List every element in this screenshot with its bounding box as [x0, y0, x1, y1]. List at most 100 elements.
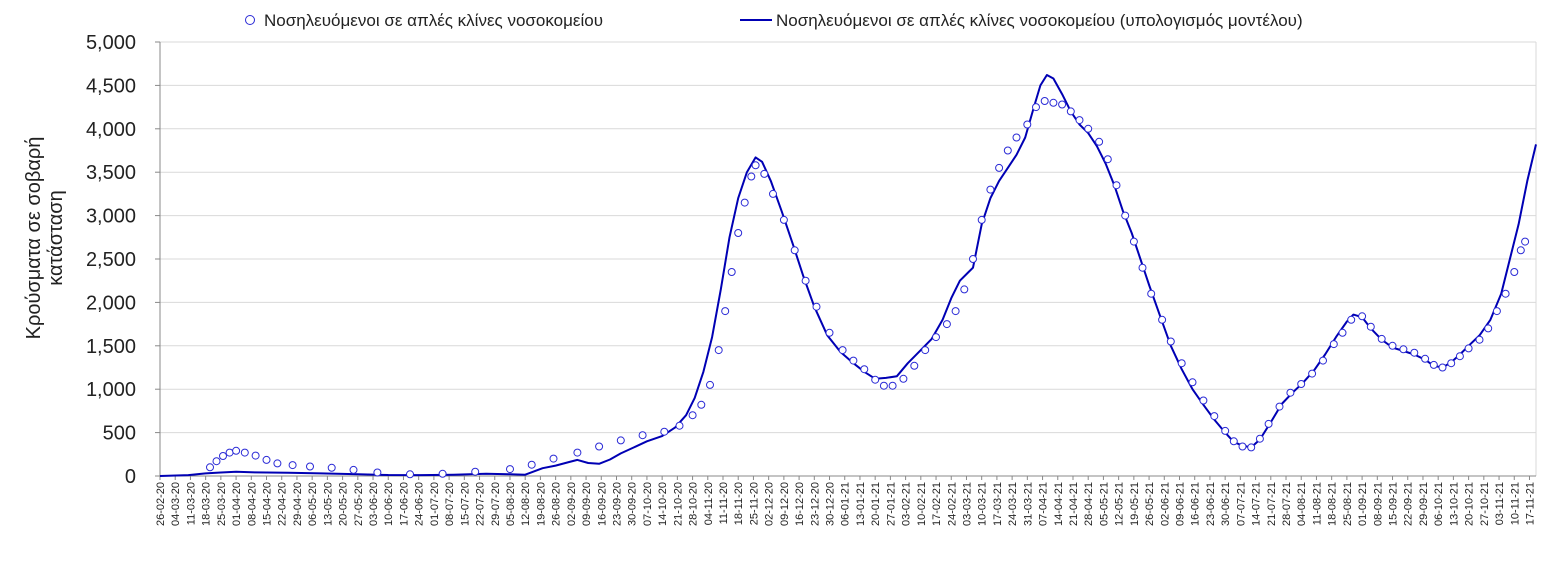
data-point: [273, 459, 282, 468]
legend-label-observed: Νοσηλευόμενοι σε απλές κλίνες νοσοκομείο…: [264, 11, 603, 30]
data-point: [1023, 120, 1032, 129]
data-point: [1049, 98, 1058, 107]
data-point: [232, 446, 241, 455]
data-point: [760, 169, 769, 178]
data-point: [1329, 340, 1338, 349]
data-point: [212, 457, 221, 466]
x-tick-label: 03-11-21: [1494, 482, 1506, 525]
x-tick-label: 31-03-21: [1022, 482, 1034, 526]
x-tick-label: 01-04-20: [231, 482, 243, 526]
data-point: [262, 455, 271, 464]
y-tick-label: 1,500: [86, 336, 136, 358]
x-tick-label: 13-05-20: [322, 482, 334, 526]
data-point: [1297, 380, 1306, 388]
data-point: [734, 229, 743, 237]
data-point: [779, 215, 788, 224]
data-point: [951, 307, 960, 316]
x-tick-label: 13-01-21: [855, 482, 867, 526]
x-tick-label: 19-08-20: [535, 482, 547, 526]
data-point: [1347, 315, 1356, 324]
data-point: [1388, 341, 1397, 350]
x-tick-label: 06-05-20: [307, 482, 319, 526]
data-point: [573, 448, 582, 457]
x-tick-label: 12-05-21: [1114, 482, 1126, 526]
x-tick-label: 03-06-20: [368, 482, 380, 526]
legend-label-model: Νοσηλευόμενοι σε απλές κλίνες νοσοκομείο…: [776, 11, 1303, 30]
data-point: [1058, 100, 1067, 109]
data-point: [616, 436, 625, 445]
x-tick-label: 29-07-20: [490, 482, 502, 526]
y-tick-label: 1,000: [86, 379, 136, 401]
data-point: [1338, 328, 1347, 337]
y-axis-title-line-2: κατάσταση: [45, 190, 67, 286]
data-point: [986, 185, 995, 194]
x-tick-label: 03-02-21: [901, 482, 913, 526]
data-point: [769, 189, 777, 198]
x-tick-label: 28-07-21: [1281, 482, 1293, 526]
data-point: [838, 346, 847, 355]
data-point: [549, 454, 558, 463]
data-point: [860, 365, 869, 374]
x-tick-label: 04-11-20: [703, 482, 715, 525]
data-point: [206, 463, 214, 472]
x-tick-label: 23-06-21: [1205, 482, 1217, 526]
x-tick-label: 06-10-21: [1433, 482, 1445, 526]
data-point: [349, 465, 358, 474]
x-tick-label: 18-08-21: [1327, 482, 1339, 526]
x-tick-label: 09-06-21: [1175, 482, 1187, 526]
x-tick-label: 10-02-21: [916, 482, 928, 526]
data-point: [932, 333, 940, 342]
x-tick-label: 29-04-20: [292, 482, 304, 526]
data-point: [812, 302, 821, 311]
x-tick-label: 22-09-21: [1403, 482, 1415, 526]
data-point: [899, 374, 908, 383]
data-point: [1438, 363, 1447, 372]
data-point: [1455, 352, 1464, 361]
x-tick-label: 25-11-20: [748, 482, 760, 525]
data-point: [1358, 312, 1367, 321]
data-point: [219, 452, 227, 460]
plot-area: [159, 74, 1537, 479]
data-point: [1319, 356, 1327, 365]
x-tick-label: 30-06-21: [1220, 482, 1232, 526]
x-tick-label: 17-06-20: [398, 482, 410, 526]
data-point: [977, 215, 986, 224]
x-tick-label: 26-02-20: [155, 482, 167, 526]
data-point: [721, 307, 730, 316]
y-axis-title-line-1: Κρούσματα σε σοβαρή: [23, 137, 45, 340]
data-point: [1238, 442, 1247, 451]
data-point: [1003, 146, 1012, 155]
data-point: [1464, 344, 1473, 353]
data-point: [638, 431, 647, 440]
data-point: [960, 285, 969, 294]
data-point: [1166, 337, 1175, 346]
data-point: [1521, 237, 1530, 246]
x-tick-label: 09-12-20: [779, 482, 791, 526]
x-tick-label: 16-06-21: [1190, 482, 1202, 526]
y-tick-label: 2,500: [86, 249, 136, 271]
data-point: [660, 427, 669, 436]
data-point: [1229, 437, 1238, 446]
x-tick-label: 08-09-21: [1372, 482, 1384, 526]
x-tick-label: 10-11-21: [1509, 482, 1521, 525]
x-tick-label: 04-08-21: [1296, 482, 1308, 526]
data-point: [1399, 345, 1408, 354]
data-point: [1366, 322, 1375, 331]
x-tick-label: 12-08-20: [520, 482, 532, 526]
data-point: [1158, 315, 1167, 324]
x-tick-label: 17-11-21: [1524, 482, 1536, 525]
data-point: [1103, 155, 1112, 164]
x-tick-label: 28-04-21: [1083, 482, 1095, 526]
x-tick-label: 03-03-21: [961, 482, 973, 526]
x-tick-label: 02-12-20: [764, 482, 776, 526]
data-point: [1475, 335, 1484, 344]
data-point: [595, 442, 604, 451]
x-axis: 26-02-20 04-03-20 11-03-20 18-03-20 25-03-20…: [155, 475, 1536, 526]
x-tick-label: 07-10-20: [642, 482, 654, 526]
data-point: [1286, 388, 1295, 397]
x-tick-label: 28-10-20: [688, 482, 700, 526]
data-point: [506, 465, 514, 474]
x-tick-label: 14-07-21: [1251, 482, 1263, 526]
data-point: [306, 462, 314, 471]
